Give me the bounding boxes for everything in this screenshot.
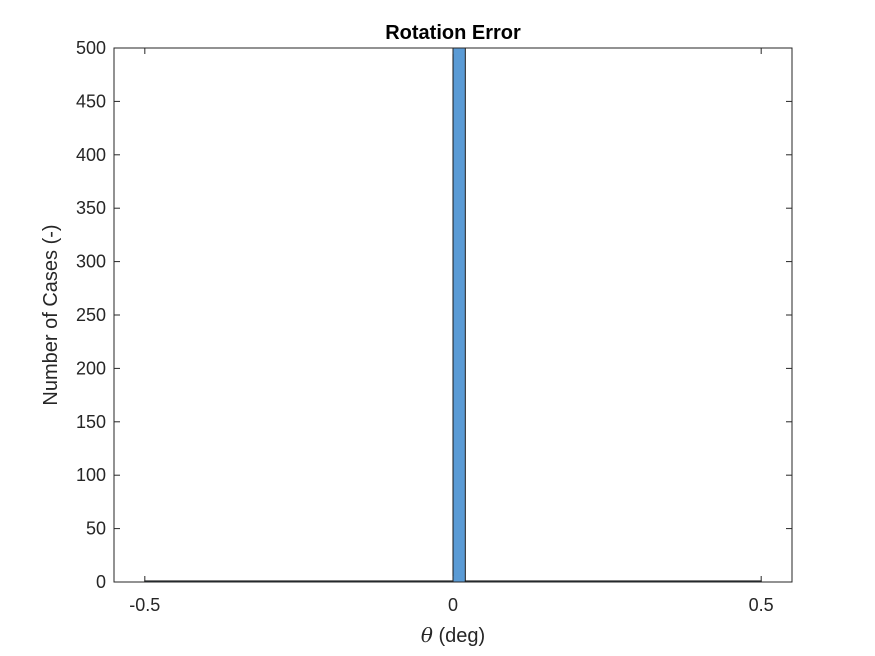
x-axis-label-unit: (deg) — [433, 625, 485, 647]
bars-group — [144, 47, 762, 583]
y-tick-label: 100 — [76, 465, 106, 485]
x-axis-ticks: -0.5 0 0.5 — [129, 48, 774, 615]
y-axis-label: Number of Cases (-) — [40, 224, 62, 405]
x-axis-label: θ (deg) — [421, 623, 485, 647]
y-tick-label: 0 — [96, 572, 106, 592]
x-axis-label-symbol: θ — [421, 623, 433, 647]
y-tick-label: 300 — [76, 252, 106, 272]
y-tick-label: 200 — [76, 358, 106, 378]
y-tick-label: 350 — [76, 198, 106, 218]
histogram-bar — [452, 47, 466, 583]
chart-title: Rotation Error — [385, 22, 521, 44]
y-tick-label: 450 — [76, 91, 106, 111]
y-tick-label: 50 — [86, 519, 106, 539]
y-tick-label: 250 — [76, 305, 106, 325]
y-tick-label: 150 — [76, 412, 106, 432]
y-axis-ticks: 0 50 100 150 200 250 300 350 400 450 500 — [76, 38, 792, 592]
y-tick-label: 500 — [76, 38, 106, 58]
x-tick-label: -0.5 — [129, 595, 160, 615]
x-tick-label: 0.5 — [749, 595, 774, 615]
y-tick-label: 400 — [76, 145, 106, 165]
x-tick-label: 0 — [448, 595, 458, 615]
